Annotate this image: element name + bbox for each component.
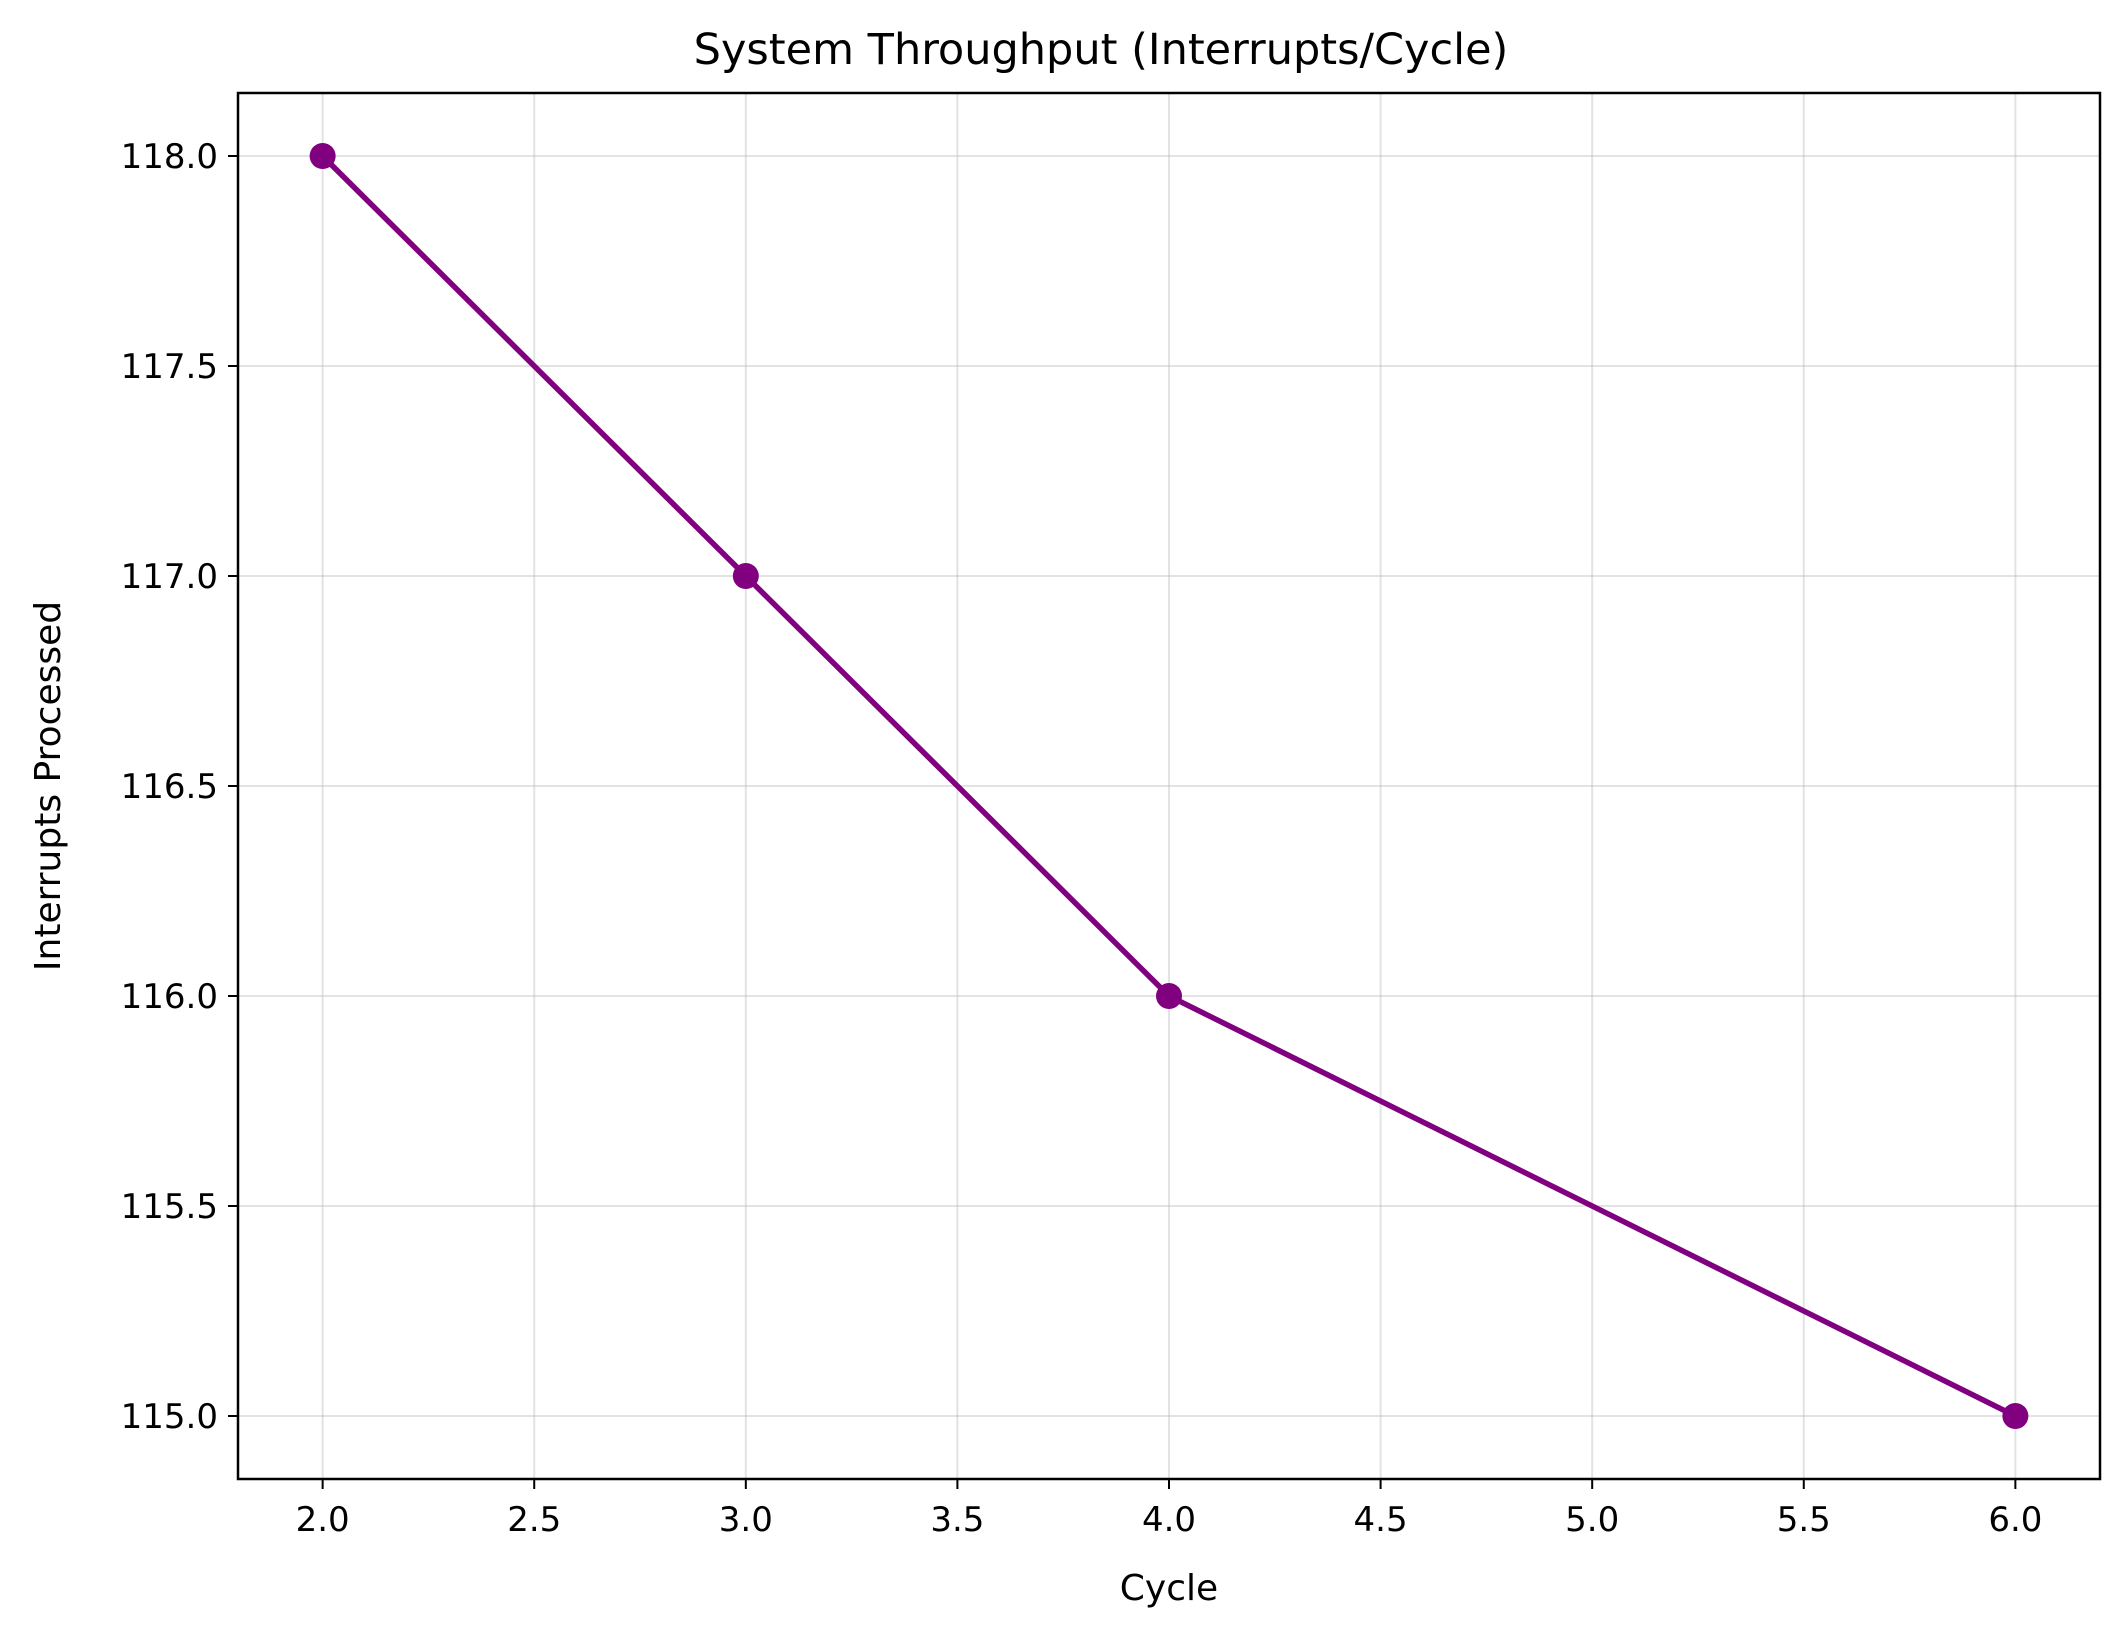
data-point [1156,983,1182,1009]
x-tick-label: 2.0 [296,1500,350,1540]
x-tick-label: 5.0 [1565,1500,1619,1540]
y-tick-label: 115.0 [121,1397,218,1437]
x-axis-ticks: 2.0 2.5 3.0 3.5 4.0 4.5 5.0 5.5 6.0 [296,1479,2042,1540]
chart-title: System Throughput (Interrupts/Cycle) [694,25,1509,75]
x-tick-label: 3.0 [719,1500,773,1540]
x-tick-label: 6.0 [1988,1500,2042,1540]
x-tick-label: 3.5 [930,1500,984,1540]
y-axis-ticks: 115.0 115.5 116.0 116.5 117.0 117.5 118.0 [121,137,238,1437]
y-tick-label: 117.0 [121,557,218,597]
x-tick-label: 5.5 [1777,1500,1831,1540]
x-tick-label: 2.5 [507,1500,561,1540]
x-axis-label: Cycle [1120,1568,1218,1609]
data-point [732,563,759,589]
y-axis-label: Interrupts Processed [28,601,69,971]
y-tick-label: 117.5 [121,347,218,387]
y-tick-label: 116.0 [121,977,218,1017]
plot-series [309,143,2029,1429]
y-tick-label: 116.5 [121,767,218,807]
series-line [319,153,2019,1419]
x-tick-label: 4.5 [1354,1500,1408,1540]
grid-lines [238,93,2100,1479]
data-point [309,143,336,169]
data-point [2002,1403,2029,1429]
y-tick-label: 115.5 [121,1187,218,1227]
x-tick-label: 4.0 [1142,1500,1196,1540]
y-tick-label: 118.0 [121,137,218,177]
